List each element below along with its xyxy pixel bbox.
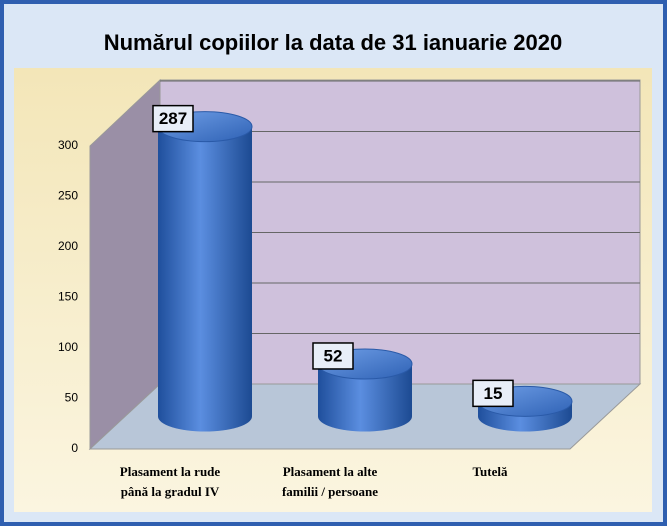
y-tick-label: 250 (58, 189, 78, 203)
x-tick-label: Plasament la alte familii / persoane (281, 464, 379, 499)
y-tick-label: 200 (58, 239, 78, 253)
y-tick-label: 300 (58, 138, 78, 152)
value-label-box (472, 379, 514, 408)
value-label-box (312, 342, 354, 370)
y-tick-label: 50 (65, 391, 79, 405)
bar (158, 126, 252, 432)
y-tick-label: 0 (71, 441, 78, 455)
y-tick-label: 100 (58, 340, 78, 354)
value-label-box (152, 104, 194, 133)
x-tick-label: Plasament la rude până la gradul IV (119, 464, 221, 499)
value-label: 287 (159, 109, 187, 128)
x-tick-label: Tutelă (472, 464, 508, 479)
value-label: 52 (324, 346, 343, 365)
chart-title: Numărul copiilor la data de 31 ianuarie … (104, 30, 563, 55)
y-tick-label: 150 (58, 290, 78, 304)
value-label: 15 (484, 384, 503, 403)
bar (318, 363, 412, 432)
